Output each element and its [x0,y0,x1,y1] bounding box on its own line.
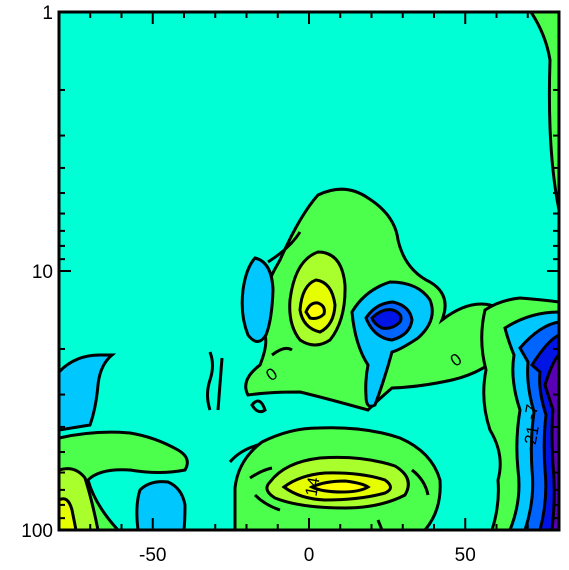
y-tick-label: 10 [32,262,53,283]
yellow-region [304,301,326,320]
light-blue-region [59,353,117,432]
yellow-region [59,497,78,530]
light-blue-region [240,256,275,343]
x-axis: -50 0 50 [58,12,560,566]
dark-blue-region [370,308,403,330]
contour-line [411,468,430,496]
contour-label: -21 [520,424,543,452]
contour-line [228,443,259,463]
contour-line [216,357,224,411]
x-tick-label: -50 [139,545,166,566]
light-blue-region [135,480,187,530]
y-tick-label: 100 [21,521,53,542]
contour-label: 14 [302,476,324,498]
contour-line [249,466,273,480]
contour-line [253,493,281,512]
x-tick-label: 0 [304,545,315,566]
yellow-region [308,479,371,494]
contour-label: -7 [521,403,542,421]
x-tick-label: 50 [455,545,476,566]
y-tick-label: 1 [42,3,53,24]
contour-line [267,231,302,264]
contour-line [206,351,214,411]
contour-line [250,399,267,414]
contour-line [271,346,293,357]
purple-region [543,353,559,530]
green-region [529,12,559,211]
y-axis: 1 10 100 [21,3,559,542]
